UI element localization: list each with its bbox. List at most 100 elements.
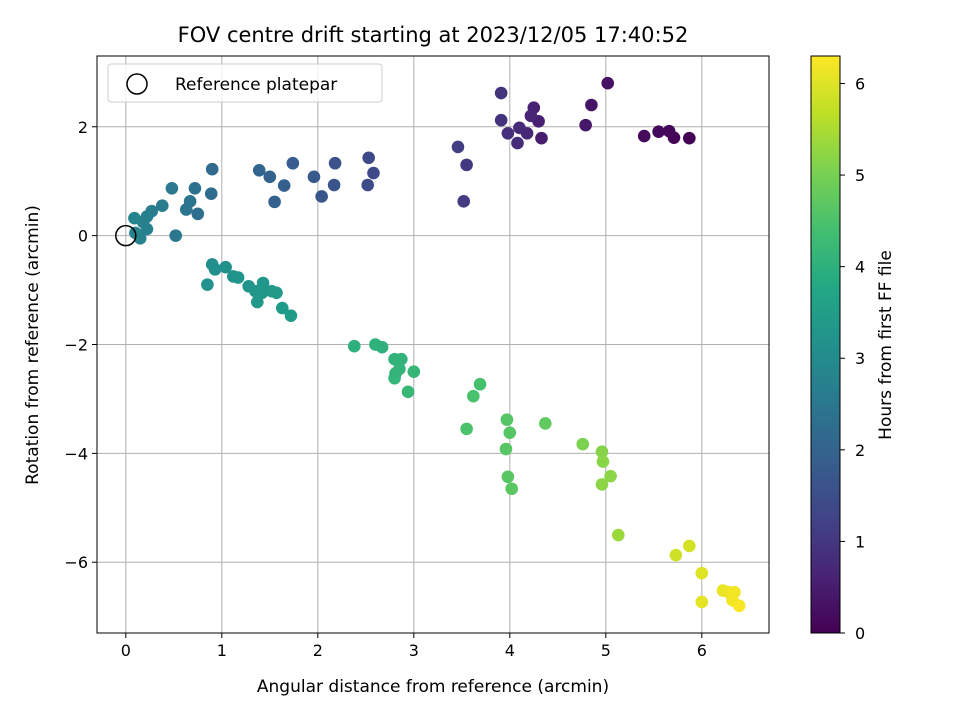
y-tick-label-3: 0 [78,227,88,246]
data-point-0 [683,131,696,145]
data-point-27 [307,170,321,184]
y-axis-label: Rotation from reference (arcmin) [23,205,43,485]
legend-frame [107,63,383,103]
data-point-38 [179,203,193,216]
data-point-83 [576,437,590,451]
data-point-15 [501,126,515,140]
data-point-22 [362,151,375,165]
data-point-16 [494,113,508,127]
data-point-78 [503,426,517,439]
data-point-92 [695,595,709,609]
data-point-64 [347,339,361,353]
x-tick-label-2: 2 [313,641,323,660]
legend-label-reference-platepar: Reference platepar [175,75,337,95]
data-point-84 [595,445,609,459]
data-point-35 [191,207,205,221]
colorbar: 0 1 2 3 4 5 6 [810,55,865,643]
data-point-33 [205,162,219,176]
x-tick-label-1: 1 [217,641,227,660]
data-point-82 [539,417,552,430]
data-point-32 [252,164,266,177]
data-point-97 [732,599,746,613]
data-point-88 [611,528,625,542]
data-point-26 [315,190,328,203]
data-point-23 [361,178,375,192]
data-point-62 [275,301,289,315]
data-point-24 [328,156,342,170]
data-point-51 [219,260,232,274]
chart-title: FOV centre drift starting at 2023/12/05 … [178,23,689,47]
data-point-63 [284,309,298,322]
colorbar-tick-label-6: 6 [855,74,865,93]
data-point-7 [579,118,592,132]
data-point-85 [596,455,610,468]
data-point-75 [467,389,480,403]
data-point-66 [375,340,389,354]
data-point-20 [451,140,465,154]
colorbar-tick-label-3: 3 [855,349,865,368]
data-point-36 [188,181,202,195]
data-point-86 [604,469,617,483]
data-point-41 [155,199,169,212]
x-tick-label-6: 6 [697,641,707,660]
data-point-48 [128,211,141,225]
data-point-96 [728,585,741,599]
data-point-11 [524,109,538,123]
legend-open-circle-marker [126,73,148,95]
data-point-59 [251,295,264,309]
data-point-77 [500,413,514,426]
data-point-31 [263,170,277,184]
data-point-25 [327,178,341,192]
colorbar-gradient [810,55,841,634]
data-point-40 [165,181,179,195]
y-tick-label-1: −4 [64,444,88,463]
data-point-52 [201,278,214,291]
data-point-81 [505,482,519,496]
x-tick-label-5: 5 [601,641,611,660]
data-point-80 [501,470,515,484]
reference-platepar-marker [115,224,137,247]
data-point-29 [277,179,291,192]
data-point-89 [669,548,683,562]
data-point-28 [286,156,300,170]
data-point-68 [395,352,408,366]
data-point-8 [535,131,548,145]
colorbar-tick-label-5: 5 [855,166,865,185]
x-tick-label-3: 3 [409,641,419,660]
colorbar-tick-label-4: 4 [855,258,865,277]
data-point-91 [695,566,709,580]
colorbar-label: Hours from first FF file [876,250,896,440]
data-point-72 [407,365,421,379]
data-point-4 [637,129,651,143]
data-point-58 [255,286,269,300]
data-point-74 [473,377,487,391]
x-tick-label-0: 0 [121,641,131,660]
colorbar-tick-label-0: 0 [855,624,865,643]
data-point-87 [595,478,609,491]
plot-area: 0 1 2 3 4 5 6 −6 −4 −2 0 2 [64,55,770,660]
data-point-76 [460,422,473,436]
data-point-13 [513,121,526,135]
data-point-30 [268,195,281,209]
data-point-54 [231,271,245,284]
data-point-79 [499,442,513,456]
data-point-61 [270,286,283,300]
colorbar-tick-label-1: 1 [855,532,865,551]
y-tick-label-2: −2 [64,336,88,355]
data-point-50 [208,263,222,276]
data-point-14 [511,136,524,150]
data-point-3 [652,125,665,138]
data-point-90 [683,539,696,553]
data-point-18 [460,158,473,172]
x-tick-label-4: 4 [505,641,515,660]
data-point-57 [256,276,270,290]
y-tick-label-4: 2 [78,118,88,137]
data-point-5 [601,76,615,90]
data-point-73 [401,385,415,399]
data-point-34 [204,187,218,201]
data-point-2 [662,124,676,138]
data-point-19 [457,195,471,208]
data-point-39 [169,229,183,242]
